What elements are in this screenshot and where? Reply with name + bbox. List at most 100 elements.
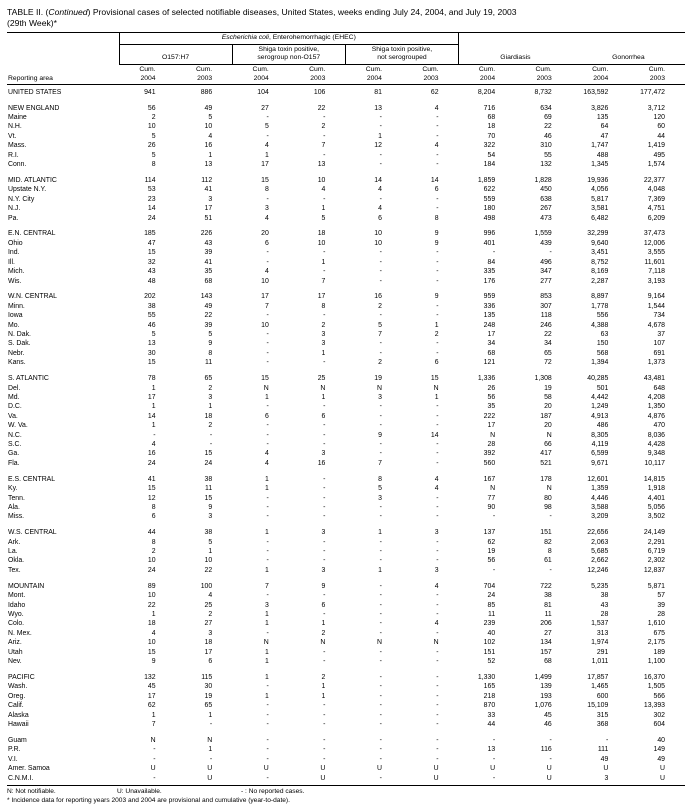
value-cell: 132 — [540, 161, 552, 169]
value-cell: 5 — [378, 485, 382, 493]
value-cell: - — [436, 648, 439, 656]
area-cell: Del. — [8, 384, 21, 392]
area-cell: N.J. — [8, 205, 21, 213]
value-cell: 35 — [204, 268, 213, 276]
value-cell: 7 — [264, 582, 269, 590]
value-cell: 7 — [378, 331, 382, 339]
value-cell: - — [379, 151, 382, 159]
value-cell: 310 — [540, 142, 552, 150]
area-cell: PACIFIC — [8, 673, 35, 681]
table-title: TABLE II. (Continued) Provisional cases … — [7, 7, 685, 29]
value-cell: 277 — [540, 277, 552, 285]
table-row: Wis. 48 68 10 7 - - 176 277 2,287 3,193 — [7, 277, 685, 286]
table-row: Md. 17 3 1 1 3 1 56 58 4,442 4,208 — [7, 393, 685, 402]
value-cell: 26 — [147, 142, 156, 150]
table-row: Ga. 16 15 4 3 - - 392 417 6,599 9,348 — [7, 449, 685, 458]
value-cell: 65 — [544, 349, 552, 357]
value-cell: 15,109 — [587, 702, 609, 710]
value-cell: - — [436, 403, 439, 411]
value-cell: 3,451 — [591, 249, 609, 257]
value-cell: 10 — [147, 639, 156, 647]
value-cell: 1,859 — [477, 176, 496, 184]
area-cell: Mass. — [8, 142, 27, 150]
value-cell: 302 — [653, 711, 666, 719]
value-cell: 222 — [483, 412, 496, 420]
value-cell: N — [490, 485, 496, 493]
value-cell: 104 — [257, 88, 269, 96]
value-cell: 568 — [596, 349, 609, 357]
value-cell: 121 — [483, 359, 496, 367]
value-cell: - — [379, 592, 382, 600]
value-cell: 1 — [321, 620, 326, 628]
area-cell: N. Dak. — [8, 331, 31, 339]
area-cell: Ark. — [8, 538, 21, 546]
value-cell: - — [323, 746, 326, 754]
value-cell: N — [376, 384, 382, 392]
col-header-0-2004: Cum. 2004 — [119, 64, 176, 85]
value-cell: 19 — [204, 692, 213, 700]
value-cell: 100 — [200, 582, 213, 590]
value-cell: 7 — [378, 459, 382, 467]
value-cell: - — [379, 195, 382, 203]
value-cell: 24 — [147, 459, 156, 467]
value-cell: 7 — [264, 302, 269, 310]
table-row: Ariz. 10 18 N N N N 102 134 1,974 2,175 — [7, 638, 685, 647]
table-row: W.N. CENTRAL 202 143 17 17 16 9 959 853 8,897 9,16… — [7, 286, 685, 302]
value-cell: 72 — [544, 359, 552, 367]
value-cell: 16 — [317, 459, 326, 467]
area-cell: Hawaii — [8, 720, 29, 728]
value-cell: - — [436, 683, 439, 691]
value-cell: 202 — [144, 293, 156, 301]
value-cell: 178 — [540, 475, 552, 483]
value-cell: 12,006 — [643, 239, 665, 247]
value-cell: 12,601 — [587, 475, 609, 483]
value-cell: 560 — [483, 459, 496, 467]
value-cell: - — [549, 755, 552, 763]
value-cell: - — [266, 755, 269, 763]
value-cell: 1,828 — [534, 176, 552, 184]
area-cell: W. Va. — [8, 422, 28, 430]
area-cell: Kans. — [8, 359, 26, 367]
value-cell: 23 — [147, 195, 156, 203]
value-cell: - — [323, 475, 326, 483]
value-cell: 3,193 — [647, 277, 665, 285]
value-cell: 9 — [378, 431, 382, 439]
value-cell: 2 — [321, 321, 326, 329]
value-cell: 55 — [544, 151, 552, 159]
value-cell: 98 — [544, 503, 552, 511]
value-cell: - — [323, 403, 326, 411]
value-cell: - — [323, 702, 326, 710]
table-row: Wash. 45 30 - 1 - - 165 139 1,465 1,505 — [7, 682, 685, 691]
value-cell: - — [323, 538, 326, 546]
value-cell: - — [266, 683, 269, 691]
value-cell: 307 — [540, 302, 552, 310]
value-cell: 4,056 — [591, 186, 609, 194]
value-cell: - — [379, 755, 382, 763]
area-cell: Utah — [8, 648, 23, 656]
value-cell: 132 — [144, 673, 156, 681]
value-cell: 7 — [151, 720, 156, 728]
value-cell: 49 — [204, 104, 213, 112]
value-cell: 315 — [596, 711, 609, 719]
value-cell: 2,291 — [647, 538, 665, 546]
value-cell: - — [266, 702, 269, 710]
value-cell: U — [660, 765, 665, 773]
table-row: S. Dak. 13 9 - 3 - - 34 34 150 107 — [7, 339, 685, 348]
value-cell: 8 — [151, 161, 156, 169]
value-cell: - — [379, 601, 382, 609]
value-cell: 62 — [487, 538, 496, 546]
value-cell: 496 — [540, 258, 552, 266]
value-cell: 184 — [483, 161, 496, 169]
area-cell: MID. ATLANTIC — [8, 176, 57, 184]
value-cell: 7,118 — [648, 268, 665, 276]
value-cell: 8 — [321, 302, 326, 310]
value-cell: - — [266, 746, 269, 754]
table-row: Fla. 24 24 4 16 7 - 560 521 9,671 10,117 — [7, 459, 685, 468]
value-cell: 1,330 — [477, 673, 496, 681]
value-cell: 16 — [204, 142, 213, 150]
value-cell: - — [379, 629, 382, 637]
area-cell: Vt. — [8, 132, 17, 140]
value-cell: 5 — [208, 331, 213, 339]
value-cell: - — [266, 736, 269, 744]
value-cell: 1 — [264, 475, 269, 483]
